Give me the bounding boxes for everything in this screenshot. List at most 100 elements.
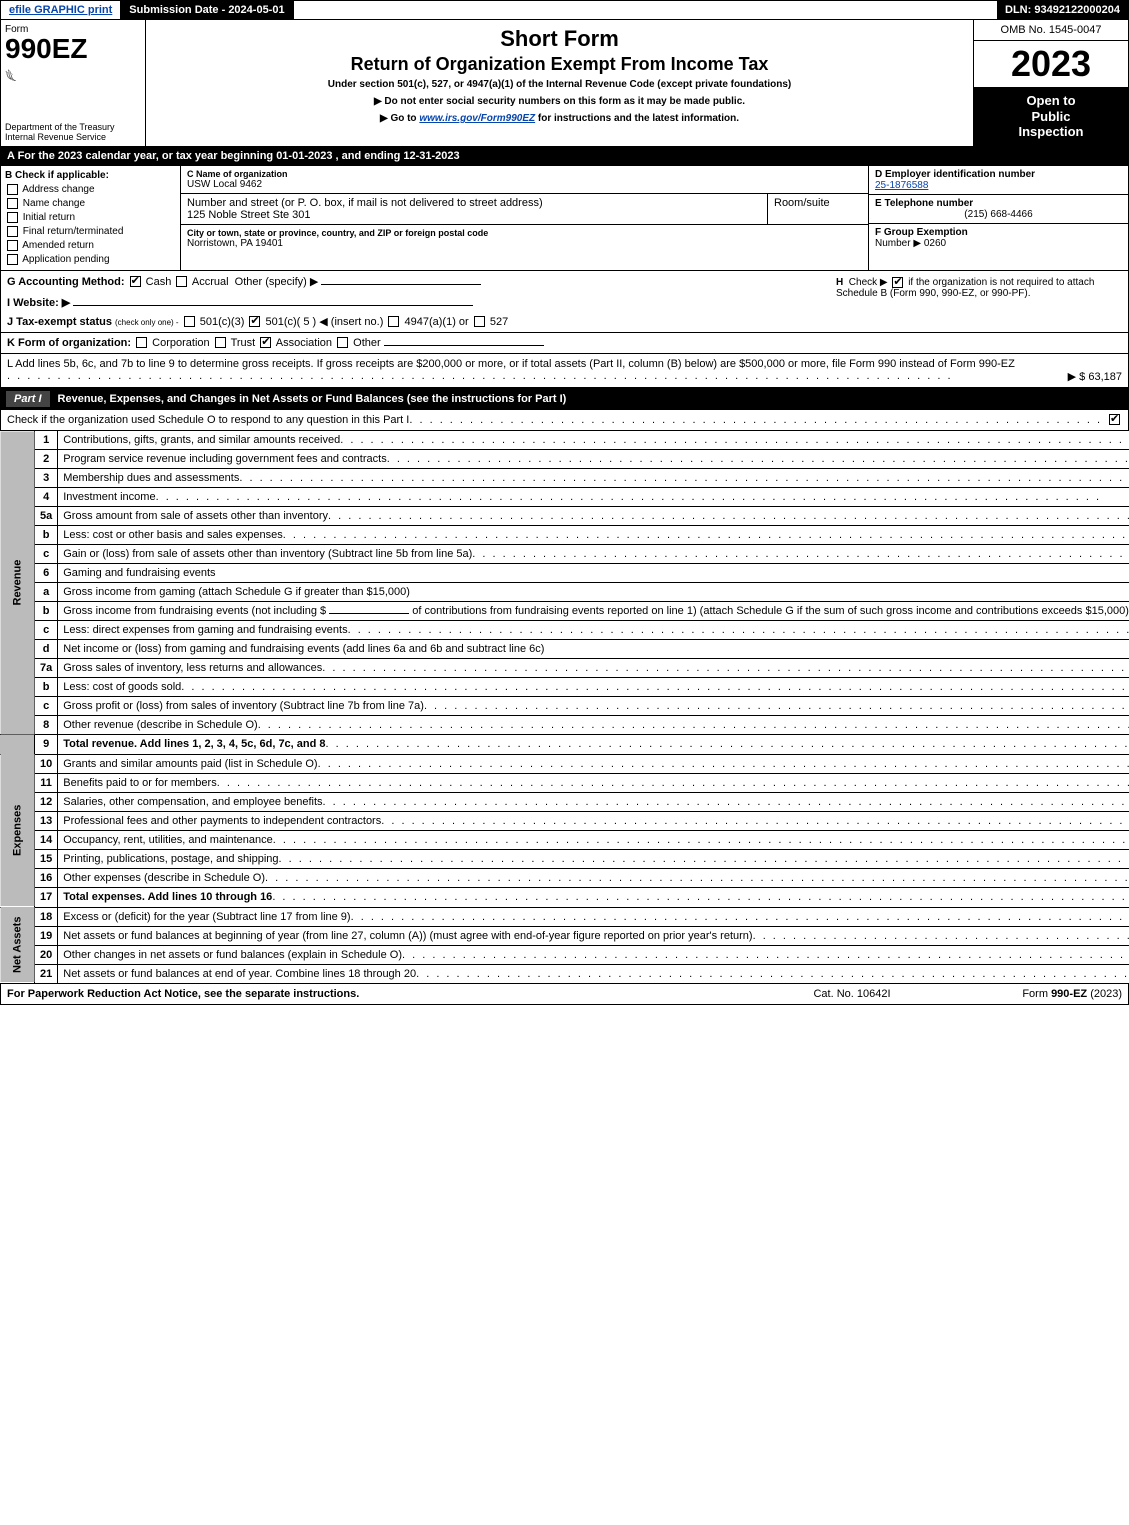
chk-501c3[interactable] [184, 316, 195, 327]
suite-label: Room/suite [774, 197, 862, 209]
city-cell: City or town, state or province, country… [181, 225, 868, 252]
l6c-no: c [35, 620, 58, 639]
chk-assoc[interactable] [260, 337, 271, 348]
l1-no: 1 [35, 431, 58, 450]
l14-no: 14 [35, 830, 58, 849]
l6-no: 6 [35, 563, 58, 582]
l17-desc: Total expenses. Add lines 10 through 16 [63, 891, 272, 904]
col-b-header: B Check if applicable: [5, 170, 176, 181]
line-k: K Form of organization: Corporation Trus… [0, 333, 1129, 354]
l3-no: 3 [35, 468, 58, 487]
dept-line2: Internal Revenue Service [5, 132, 141, 142]
tax-year: 2023 [974, 41, 1128, 87]
line-j: J Tax-exempt status (check only one) - 5… [7, 315, 832, 328]
l3-desc: Membership dues and assessments [63, 472, 239, 484]
chk-accrual[interactable] [176, 276, 187, 287]
omb-number: OMB No. 1545-0047 [974, 20, 1128, 41]
instr-ssn: ▶ Do not enter social security numbers o… [152, 96, 967, 107]
chk-corp[interactable] [136, 337, 147, 348]
irs-link[interactable]: www.irs.gov/Form990EZ [419, 113, 535, 124]
line-g: G Accounting Method: Cash Accrual Other … [7, 275, 832, 328]
chk-address-change[interactable]: Address change [5, 184, 176, 195]
ein-cell: D Employer identification number 25-1876… [869, 166, 1128, 195]
l10-no: 10 [35, 754, 58, 773]
form-header: Form 990EZ 𓆰 Department of the Treasury … [0, 20, 1129, 147]
instr-link: ▶ Go to www.irs.gov/Form990EZ for instru… [152, 113, 967, 124]
l5a-no: 5a [35, 506, 58, 525]
chk-schedule-o[interactable] [1109, 414, 1120, 425]
l11-no: 11 [35, 773, 58, 792]
chk-application-pending[interactable]: Application pending [5, 254, 176, 265]
chk-amended-return[interactable]: Amended return [5, 240, 176, 251]
dept-treasury: Department of the Treasury Internal Reve… [5, 122, 141, 142]
open1: Open to [978, 93, 1124, 109]
l21-no: 21 [35, 964, 58, 983]
part1-header: Part I Revenue, Expenses, and Changes in… [0, 388, 1129, 410]
section-gh: G Accounting Method: Cash Accrual Other … [0, 271, 1129, 333]
chk-final-return[interactable]: Final return/terminated [5, 226, 176, 237]
col-c-org-info: C Name of organization USW Local 9462 Nu… [181, 166, 868, 270]
line-l: L Add lines 5b, 6c, and 7b to line 9 to … [0, 354, 1129, 388]
l7a-no: 7a [35, 658, 58, 677]
l15-desc: Printing, publications, postage, and shi… [63, 853, 278, 865]
l16-desc: Other expenses (describe in Schedule O) [63, 872, 265, 884]
l4-desc: Investment income [63, 491, 155, 503]
l20-no: 20 [35, 945, 58, 964]
city-label: City or town, state or province, country… [187, 228, 862, 238]
header-left: Form 990EZ 𓆰 Department of the Treasury … [1, 20, 146, 146]
short-form-title: Short Form [152, 26, 967, 52]
side-revenue: Revenue [0, 431, 35, 735]
chk-501c[interactable] [249, 316, 260, 327]
ein-value[interactable]: 25-1876588 [875, 180, 1122, 191]
org-name-label: C Name of organization [187, 169, 862, 179]
l6a-no: a [35, 582, 58, 601]
submission-date: Submission Date - 2024-05-01 [121, 1, 293, 19]
page-footer: For Paperwork Reduction Act Notice, see … [0, 984, 1129, 1005]
header-center: Short Form Return of Organization Exempt… [146, 20, 973, 146]
chk-initial-return[interactable]: Initial return [5, 212, 176, 223]
chk-cash[interactable] [130, 276, 141, 287]
city-value: Norristown, PA 19401 [187, 238, 862, 249]
dept-line1: Department of the Treasury [5, 122, 141, 132]
l6c-desc: Less: direct expenses from gaming and fu… [63, 624, 347, 636]
group-value: 0260 [924, 238, 946, 249]
part1-label: Part I [6, 391, 50, 407]
suite-cell: Room/suite [768, 194, 868, 224]
efile-print[interactable]: efile GRAPHIC print [1, 1, 121, 19]
l8-no: 8 [35, 715, 58, 734]
chk-527[interactable] [474, 316, 485, 327]
open-inspection: Open to Public Inspection [974, 87, 1128, 146]
l13-no: 13 [35, 811, 58, 830]
footer-catno: Cat. No. 10642I [762, 988, 942, 1000]
feather-icon: 𓆰 [5, 63, 141, 87]
form-number: 990EZ [5, 35, 141, 63]
group-label2: Number ▶ [875, 238, 921, 249]
org-name-value: USW Local 9462 [187, 179, 862, 190]
l12-desc: Salaries, other compensation, and employ… [63, 796, 322, 808]
l7b-desc: Less: cost of goods sold [63, 681, 181, 693]
l7b-no: b [35, 677, 58, 696]
instr2-prefix: ▶ Go to [380, 113, 419, 124]
l7c-desc: Gross profit or (loss) from sales of inv… [63, 700, 424, 712]
l11-desc: Benefits paid to or for members [63, 777, 216, 789]
l1-desc: Contributions, gifts, grants, and simila… [63, 434, 340, 446]
chk-other-org[interactable] [337, 337, 348, 348]
group-label: F Group Exemption [875, 227, 968, 238]
l4-no: 4 [35, 487, 58, 506]
chk-trust[interactable] [215, 337, 226, 348]
open2: Public [978, 109, 1124, 125]
side-expenses: Expenses [0, 754, 35, 907]
part1-check-row: Check if the organization used Schedule … [0, 410, 1129, 431]
line-h: H Check ▶ if the organization is not req… [832, 275, 1122, 328]
l9-desc: Total revenue. Add lines 1, 2, 3, 4, 5c,… [63, 738, 325, 751]
phone-label: E Telephone number [875, 198, 1122, 209]
row-a-tax-year: A For the 2023 calendar year, or tax yea… [0, 147, 1129, 166]
street-label: Number and street (or P. O. box, if mail… [187, 197, 761, 209]
l20-desc: Other changes in net assets or fund bala… [63, 949, 402, 961]
chk-name-change[interactable]: Name change [5, 198, 176, 209]
l17-no: 17 [35, 887, 58, 907]
chk-schedule-b[interactable] [892, 277, 903, 288]
l5b-desc: Less: cost or other basis and sales expe… [63, 529, 283, 541]
part1-title: Revenue, Expenses, and Changes in Net As… [58, 393, 567, 405]
chk-4947[interactable] [388, 316, 399, 327]
